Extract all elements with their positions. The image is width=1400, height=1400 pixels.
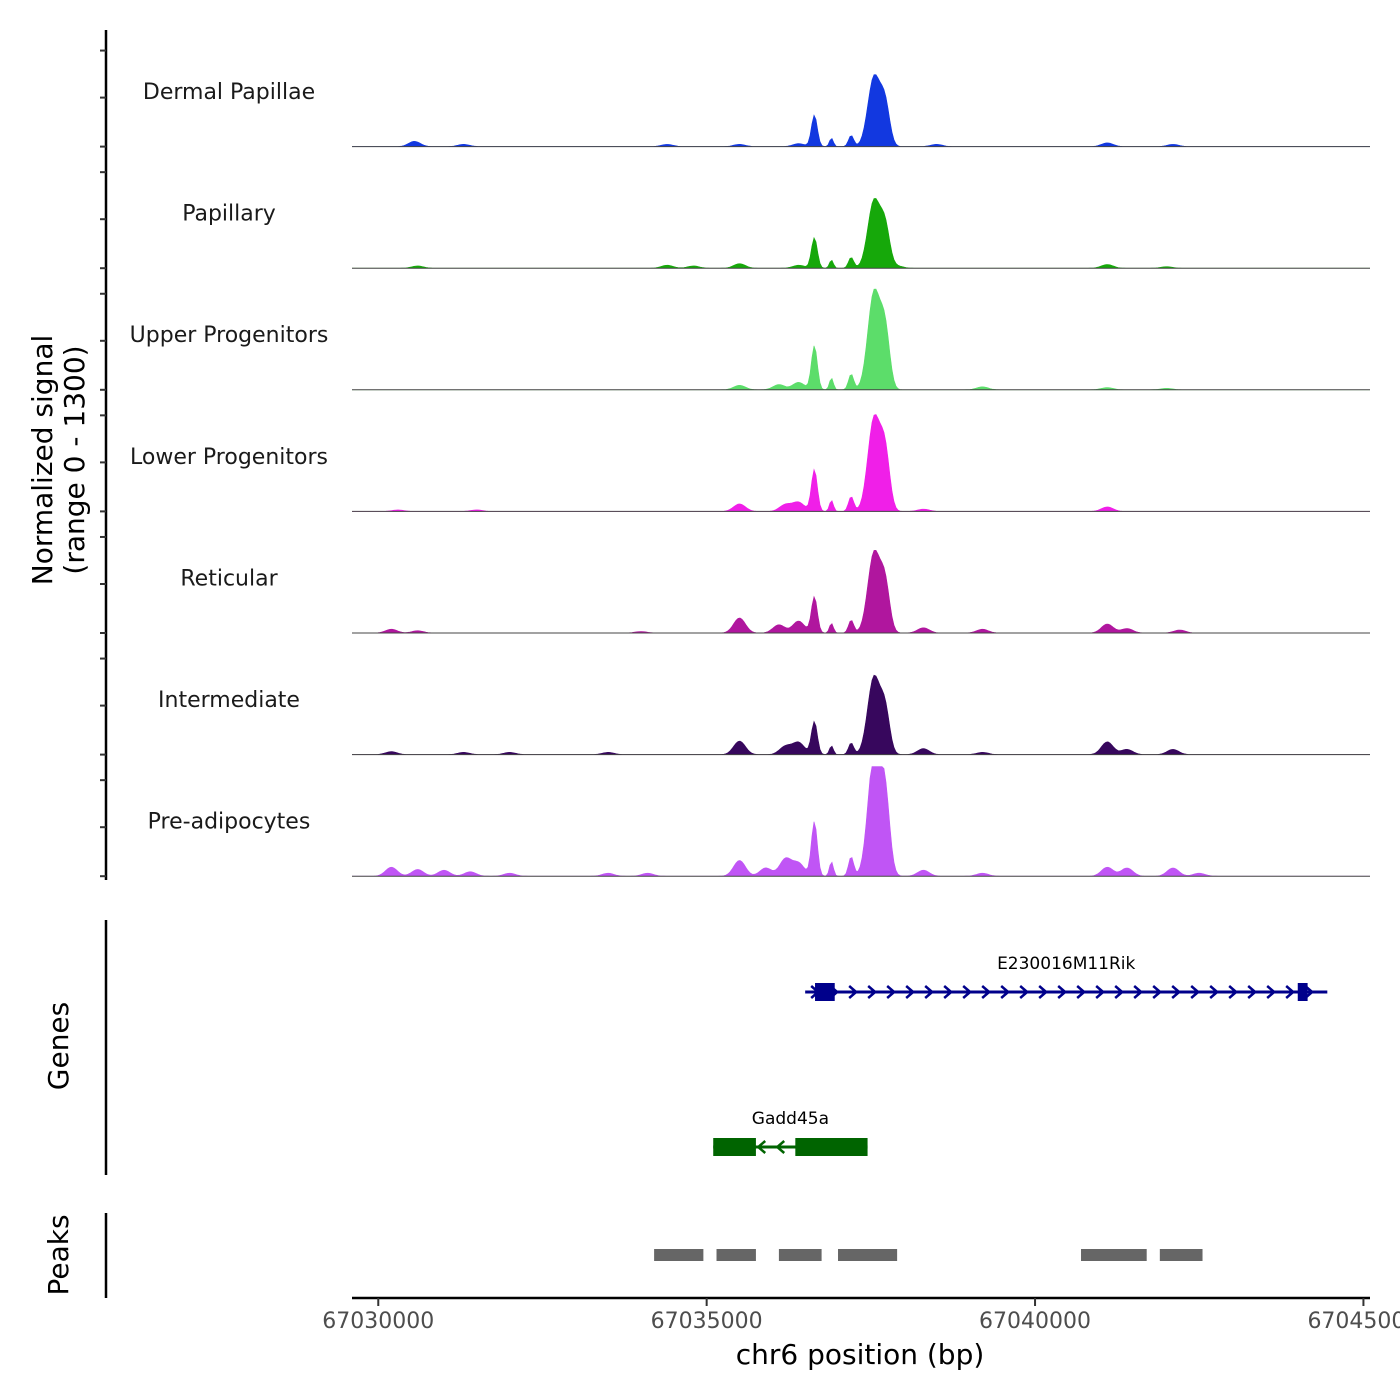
peaks-panel-title: Peaks: [42, 1214, 75, 1295]
x-tick-label: 67045000: [1307, 1309, 1400, 1334]
signal-y-axis-ticks: [100, 49, 106, 878]
strand-arrow: [1057, 985, 1068, 999]
peak-region: [1081, 1249, 1147, 1261]
genes-panel-title: Genes: [42, 1002, 75, 1090]
signal-track: Papillary: [182, 198, 1370, 269]
track-label: Upper Progenitors: [130, 323, 329, 348]
signal-track: Lower Progenitors: [130, 414, 1370, 512]
signal-track: Intermediate: [158, 674, 1370, 756]
x-tick-label: 67030000: [322, 1309, 434, 1334]
strand-arrow: [1000, 985, 1011, 999]
signal-track: Dermal Papillae: [143, 74, 1370, 148]
strand-arrow: [981, 985, 992, 999]
track-label: Intermediate: [158, 688, 300, 713]
gene-exon: [713, 1138, 756, 1156]
track-label: Reticular: [180, 566, 278, 591]
strand-arrow: [962, 985, 973, 999]
gene-model: E230016M11Rik: [805, 954, 1328, 1001]
gene-exon: [815, 983, 835, 1001]
x-axis-ticks: 67030000 67035000 67040000 67045000: [322, 1298, 1400, 1334]
strand-arrow: [1076, 985, 1087, 999]
peak-region: [778, 1249, 822, 1261]
signal-area: [352, 766, 1370, 877]
strand-arrow: [1247, 985, 1258, 999]
x-axis-title: chr6 position (bp): [736, 1338, 985, 1371]
signal-area: [352, 288, 1370, 391]
strand-arrow: [1152, 985, 1163, 999]
track-label: Pre-adipocytes: [148, 810, 311, 835]
strand-arrow: [1266, 985, 1277, 999]
strand-arrow: [775, 1140, 786, 1154]
signal-y-axis-title: Normalized signal: [26, 335, 59, 586]
x-tick-label: 67035000: [651, 1309, 763, 1334]
strand-arrow: [1133, 985, 1144, 999]
strand-arrow: [1228, 985, 1239, 999]
gene-exon: [1297, 983, 1308, 1001]
track-label: Dermal Papillae: [143, 80, 315, 105]
strand-arrow: [1019, 985, 1030, 999]
strand-arrow: [867, 985, 878, 999]
peak-region: [654, 1249, 704, 1261]
signal-area: [352, 674, 1370, 755]
gene-label: Gadd45a: [752, 1109, 829, 1129]
signal-area: [352, 414, 1370, 512]
signal-track: Upper Progenitors: [130, 288, 1370, 391]
signal-track: Reticular: [180, 549, 1370, 634]
strand-arrow: [1095, 985, 1106, 999]
track-label: Papillary: [182, 202, 276, 227]
strand-arrow: [1114, 985, 1125, 999]
signal-area: [352, 549, 1370, 634]
strand-arrow: [848, 985, 859, 999]
strand-arrow: [943, 985, 954, 999]
strand-arrow: [756, 1140, 767, 1154]
peak-region: [838, 1249, 898, 1261]
x-tick-label: 67040000: [979, 1309, 1091, 1334]
peak-region: [1159, 1249, 1203, 1261]
strand-arrow: [1190, 985, 1201, 999]
signal-tracks: Dermal Papillae Papillary Upper Progenitor…: [130, 74, 1370, 877]
strand-arrow: [886, 985, 897, 999]
strand-arrow: [1209, 985, 1220, 999]
signal-area: [352, 74, 1370, 147]
track-label: Lower Progenitors: [130, 445, 328, 470]
strand-arrow: [924, 985, 935, 999]
peak-regions: [654, 1249, 1203, 1261]
strand-arrow: [1171, 985, 1182, 999]
strand-arrow: [905, 985, 916, 999]
gene-exon: [795, 1138, 868, 1156]
signal-area: [352, 198, 1370, 269]
gene-annotations: E230016M11Rik Gadd45a: [713, 954, 1328, 1156]
strand-arrow: [1038, 985, 1049, 999]
strand-arrow: [1285, 985, 1296, 999]
gene-label: E230016M11Rik: [997, 954, 1135, 974]
gene-model: Gadd45a: [713, 1109, 868, 1156]
peak-region: [716, 1249, 756, 1261]
signal-track: Pre-adipocytes: [148, 766, 1370, 877]
signal-y-axis-range: (range 0 - 1300): [58, 345, 91, 574]
